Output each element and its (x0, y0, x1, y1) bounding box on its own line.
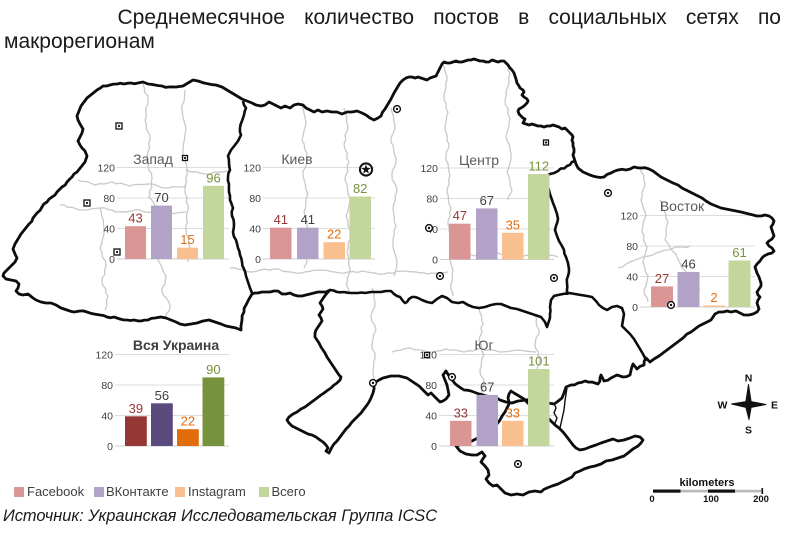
svg-text:22: 22 (327, 227, 341, 242)
svg-text:33: 33 (506, 405, 520, 420)
svg-text:0: 0 (109, 254, 115, 266)
svg-text:96: 96 (206, 170, 220, 185)
svg-text:120: 120 (97, 163, 115, 175)
svg-text:0: 0 (107, 441, 113, 453)
svg-text:120: 120 (95, 350, 113, 362)
svg-text:47: 47 (453, 208, 467, 223)
svg-text:40: 40 (249, 224, 261, 236)
svg-text:15: 15 (180, 232, 194, 247)
svg-text:100: 100 (703, 494, 719, 505)
svg-text:Центр: Центр (459, 152, 499, 168)
svg-text:41: 41 (301, 212, 315, 227)
svg-text:120: 120 (243, 163, 261, 175)
svg-text:120: 120 (420, 163, 438, 175)
svg-text:120: 120 (620, 211, 638, 223)
svg-text:41: 41 (274, 212, 288, 227)
svg-text:E: E (771, 400, 778, 412)
svg-text:0: 0 (431, 441, 437, 453)
svg-text:80: 80 (425, 380, 437, 392)
svg-text:Восток: Восток (660, 198, 705, 214)
svg-text:S: S (745, 425, 752, 437)
svg-text:61: 61 (732, 245, 746, 260)
svg-text:Запад: Запад (133, 151, 173, 167)
svg-text:200: 200 (753, 494, 769, 505)
svg-text:N: N (745, 373, 753, 385)
svg-text:40: 40 (626, 272, 638, 284)
svg-text:0: 0 (432, 255, 438, 267)
svg-text:27: 27 (655, 271, 669, 286)
svg-text:82: 82 (353, 181, 367, 196)
svg-text:kilometers: kilometers (679, 477, 734, 489)
svg-text:W: W (718, 400, 728, 412)
svg-text:46: 46 (681, 256, 695, 271)
svg-text:90: 90 (206, 362, 220, 377)
svg-text:80: 80 (626, 241, 638, 253)
svg-text:0: 0 (649, 494, 654, 505)
svg-text:40: 40 (101, 411, 113, 423)
svg-text:67: 67 (480, 193, 494, 208)
svg-text:2: 2 (710, 290, 717, 305)
svg-text:0: 0 (255, 254, 261, 266)
svg-text:56: 56 (155, 388, 169, 403)
svg-text:70: 70 (154, 190, 168, 205)
svg-text:39: 39 (129, 401, 143, 416)
svg-text:40: 40 (103, 224, 115, 236)
svg-text:Вся Украина: Вся Украина (133, 337, 220, 353)
svg-text:33: 33 (454, 405, 468, 420)
svg-text:101: 101 (528, 354, 550, 369)
svg-text:43: 43 (128, 211, 142, 226)
svg-text:80: 80 (103, 193, 115, 205)
svg-text:0: 0 (632, 302, 638, 314)
svg-text:40: 40 (425, 411, 437, 423)
svg-text:80: 80 (249, 193, 261, 205)
svg-text:Юг: Юг (474, 337, 493, 353)
svg-text:80: 80 (101, 380, 113, 392)
svg-text:Киев: Киев (281, 151, 312, 167)
svg-text:22: 22 (181, 414, 195, 429)
svg-text:67: 67 (480, 379, 494, 394)
svg-text:35: 35 (506, 217, 520, 232)
svg-text:112: 112 (528, 159, 549, 174)
svg-text:80: 80 (426, 194, 438, 206)
